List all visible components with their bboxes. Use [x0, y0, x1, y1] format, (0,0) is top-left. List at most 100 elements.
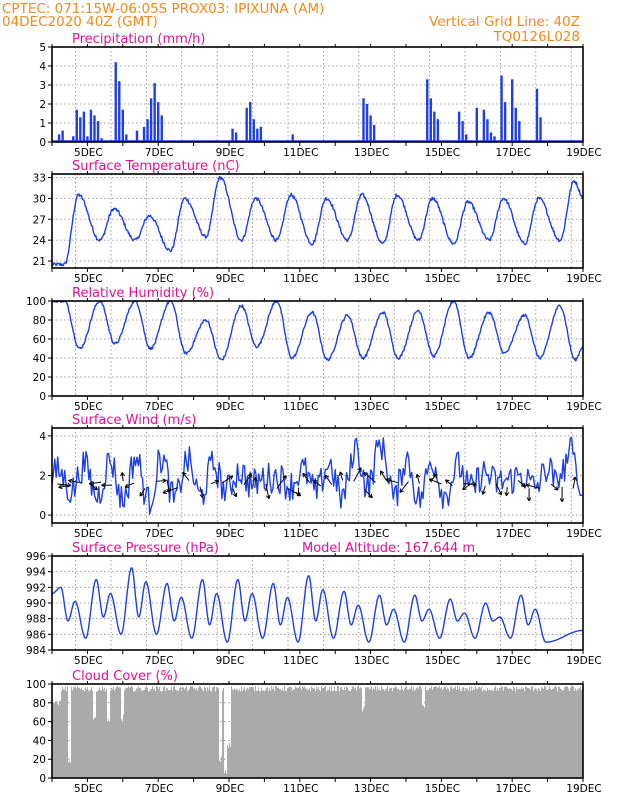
header-model-id: TQ0126L028 [493, 29, 580, 45]
y-tick-label: 30 [33, 193, 46, 205]
cloud-cover-column [471, 686, 473, 778]
precip-bar [157, 102, 160, 142]
cloud-cover-column [258, 687, 260, 778]
cloud-cover-column [542, 687, 544, 778]
cloud-cover-column [456, 689, 458, 778]
cloud-cover-column [580, 686, 582, 778]
wind-arrow [210, 480, 219, 485]
precip-bar [234, 132, 238, 142]
wind-arrow [166, 479, 170, 493]
cloud-cover-column [560, 688, 562, 778]
cloud-cover-column [466, 688, 468, 778]
wind-arrow-head [523, 482, 526, 487]
cloud-cover-column [234, 688, 236, 778]
wind-arrow-head [166, 488, 170, 493]
cloud-cover-column [376, 690, 378, 778]
cloud-cover-column [452, 689, 454, 778]
cloud-cover-column [565, 686, 567, 778]
cloud-cover-column [525, 686, 527, 778]
cloud-cover-column [309, 688, 311, 778]
wind-arrow-head [120, 472, 123, 477]
cloud-cover-column [420, 686, 422, 778]
x-tick-label: 9DEC [216, 401, 245, 413]
cloud-cover-column [156, 686, 158, 778]
cloud-cover-column [88, 690, 90, 778]
cloud-cover-column [165, 691, 167, 778]
wind-arrow-head [297, 492, 301, 497]
wind-arrow [429, 478, 442, 485]
cloud-cover-column [379, 689, 381, 778]
cloud-cover-column [93, 719, 95, 778]
cloud-cover-column [556, 687, 558, 778]
precip-bar [365, 104, 369, 142]
cloud-cover-column [386, 688, 388, 778]
wind-arrow [363, 472, 376, 483]
cloud-cover-column [393, 687, 395, 778]
cloud-cover-column [536, 689, 538, 778]
cloud-cover-column [247, 687, 249, 778]
x-tick-label: 5DEC [74, 401, 103, 413]
x-tick-label: 15DEC [425, 401, 460, 413]
wind-arrow-head [481, 490, 484, 495]
cloud-cover-column [55, 701, 57, 778]
cloud-cover-column [430, 688, 432, 778]
cloud-cover-column [230, 746, 232, 778]
cloud-cover-column [276, 686, 278, 778]
cloud-cover-column [120, 687, 122, 778]
precip-bar [142, 126, 146, 142]
cloud-cover-column [243, 688, 245, 778]
cloud-cover-column [265, 689, 267, 778]
humidity-line [51, 300, 584, 362]
cloud-cover-column [184, 689, 186, 778]
wind-arrow-head [139, 493, 144, 497]
precip-bar [153, 83, 156, 142]
cloud-cover-column [188, 690, 190, 778]
cloud-cover-column [414, 691, 416, 778]
y-tick-label: 5 [39, 42, 46, 54]
cloud-cover-column [319, 689, 321, 778]
cloud-cover-column [286, 691, 288, 778]
cloud-cover-column [507, 687, 509, 778]
wind-arrow-head [215, 480, 220, 485]
wind-arrow [89, 481, 102, 485]
cloud-cover-column [461, 691, 463, 778]
cloud-cover-column [74, 687, 76, 778]
cloud-cover-column [462, 687, 464, 778]
precip-bar [125, 134, 128, 142]
cloud-cover-column [345, 690, 347, 778]
y-tick-label: 984 [26, 645, 46, 657]
cloud-cover-column [524, 691, 526, 778]
wind-arrow [297, 487, 300, 496]
cloud-cover-column [394, 688, 396, 778]
cloud-cover-column [274, 690, 276, 778]
cloud-cover-column [96, 691, 98, 778]
wind-arrow [265, 483, 270, 499]
wind-arrow-head [325, 474, 330, 478]
y-tick-label: 996 [26, 551, 46, 563]
cloud-cover-column [136, 688, 138, 778]
cloud-cover-column [403, 690, 405, 778]
precip-bar [135, 130, 139, 142]
cloud-cover-column [572, 686, 574, 778]
wind-arrow [243, 473, 253, 486]
cloud-cover-column [412, 690, 414, 778]
panel-title: Precipitation (mm/h) [72, 32, 205, 47]
cloud-cover-column [250, 687, 252, 778]
cloud-cover-column [270, 690, 272, 778]
cloud-cover-column [185, 687, 187, 778]
cloud-cover-column [67, 686, 69, 778]
precip-bar [369, 115, 372, 142]
cloud-cover-column [332, 690, 334, 778]
cloud-cover-column [212, 687, 214, 778]
cloud-cover-column [460, 690, 462, 778]
cloud-cover-column [433, 687, 435, 778]
cloud-cover-column [372, 690, 374, 778]
x-tick-label: 11DEC [283, 655, 318, 667]
cloud-cover-column [260, 691, 262, 778]
cloud-cover-column [502, 686, 504, 778]
wind-arrow-head [67, 482, 72, 486]
cloud-cover-column [405, 686, 407, 778]
cloud-cover-column [288, 687, 290, 778]
cloud-cover-column [226, 773, 228, 778]
cloud-cover-column [128, 686, 130, 778]
